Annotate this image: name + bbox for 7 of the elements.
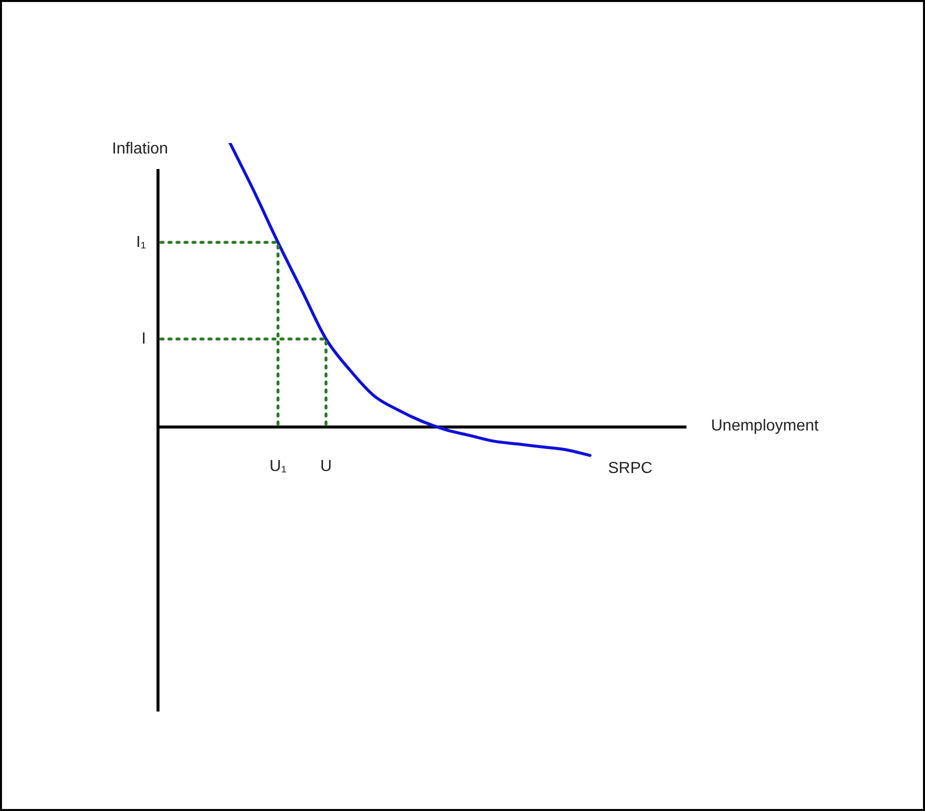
y-axis-title: Inflation (112, 140, 168, 158)
x-tick-label: U₁ (270, 458, 286, 476)
ref-line-label: I₁ (136, 234, 146, 251)
x-tick-label: U (320, 458, 332, 476)
series-label: SRPC (608, 460, 652, 477)
x-axis-title: Unemployment (711, 417, 820, 434)
ref-line-label: I (142, 330, 146, 348)
